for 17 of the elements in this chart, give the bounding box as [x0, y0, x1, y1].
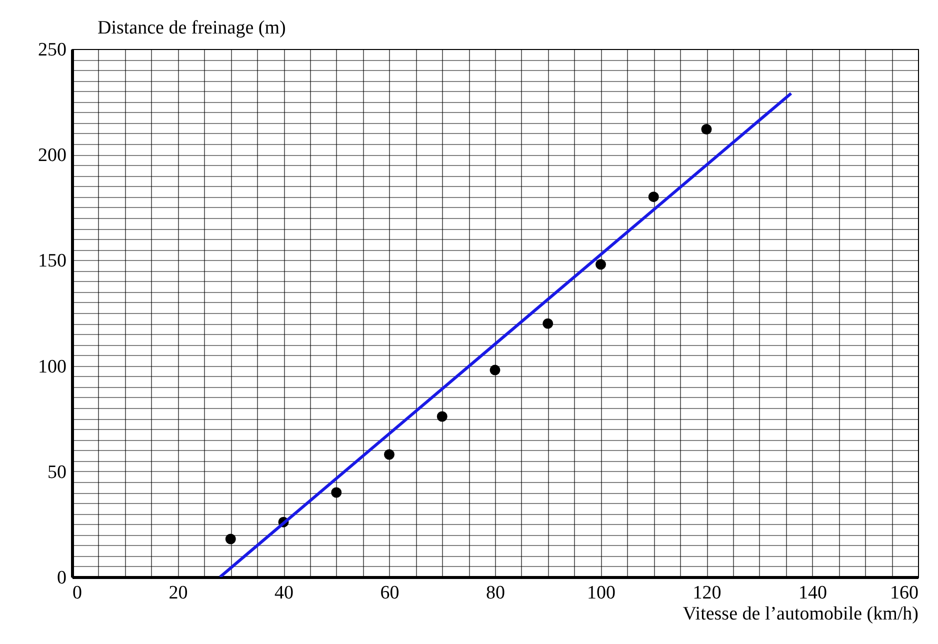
x-tick-label: 40 — [274, 582, 294, 604]
y-tick-label: 250 — [38, 40, 66, 60]
y-tick-label: 150 — [38, 250, 66, 272]
y-tick-label: 50 — [48, 462, 66, 483]
x-tick-label: 160 — [890, 582, 918, 604]
y-tick-label: 0 — [57, 568, 66, 588]
x-tick-label: 60 — [380, 582, 400, 604]
x-tick-label: 20 — [168, 582, 188, 604]
y-tick-label: 100 — [38, 356, 66, 378]
x-tick-label: 0 — [72, 582, 82, 604]
y-tick-label: 200 — [38, 145, 66, 166]
x-axis-title: Vitesse de l’automobile (km/h) — [682, 604, 918, 624]
x-tick-label: 100 — [587, 582, 616, 604]
y-axis-title: Distance de freinage (m) — [98, 18, 286, 38]
x-tick-label: 80 — [486, 582, 505, 604]
x-tick-label: 140 — [798, 582, 827, 604]
x-tick-label: 120 — [692, 582, 722, 604]
